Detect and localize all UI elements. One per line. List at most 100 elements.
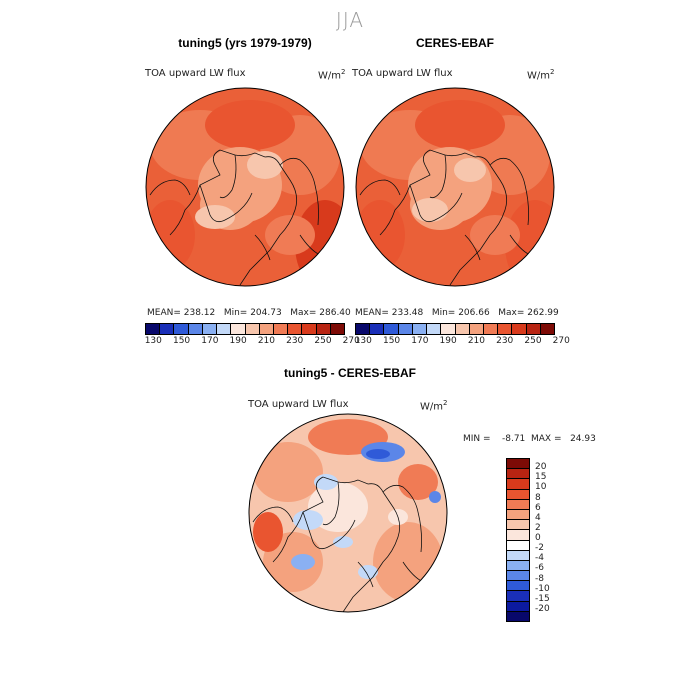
top-maps [145,87,555,287]
colorbar-tick-label: 0 [535,533,541,543]
colorbar-tick-label: 6 [535,502,541,513]
season-title: JJA [335,8,365,32]
colorbar-cell [507,591,529,602]
left-units-label: W/m2 [318,68,346,82]
colorbar-tick-label: 170 [411,336,429,346]
diff-map-field [249,414,447,612]
left-colorbar-ticks: 130 150 170 190 210 230 250 270 [125,336,365,346]
colorbar-cell [174,324,189,334]
colorbar-cell [202,324,218,334]
colorbar-tick-label: -6 [535,563,544,574]
colorbar-cell [512,324,527,334]
colorbar-cell [398,324,413,334]
colorbar-cell [469,324,484,334]
colorbar-cell [507,499,529,510]
colorbar-cell [507,509,529,521]
colorbar-tick-label: 250 [314,336,332,346]
diff-map [248,413,448,613]
colorbar-tick-label: 2 [535,522,541,533]
colorbar-cell [330,324,345,334]
colorbar-tick-label: -2 [535,543,544,554]
colorbar-tick-label: 150 [382,336,401,346]
diff-variable-label: TOA upward LW flux [248,399,349,410]
right-map-coastlines [359,149,546,286]
colorbar-cell [146,324,161,334]
colorbar-tick-label: 150 [172,336,191,346]
colorbar-tick-label: 8 [535,492,541,503]
diff-units-label: W/m2 [420,399,448,413]
colorbar-tick-label: 190 [439,336,457,346]
colorbar-cell [507,459,529,470]
colorbar-tick-label: 230 [286,336,304,346]
colorbar-cell [507,469,529,480]
colorbar-tick-label: 130 [144,336,162,346]
colorbar-cell [316,324,331,334]
colorbar-tick-label: 15 [535,472,547,483]
colorbar-tick-label: 270 [552,336,570,346]
colorbar-tick-label: 230 [496,336,514,346]
colorbar-cell [507,560,529,572]
colorbar-tick-label: 270 [342,336,360,346]
right-colorbar [355,323,555,335]
right-panel-title: CERES-EBAF [415,36,494,50]
colorbar-cell [483,324,499,334]
colorbar-cell [507,581,529,592]
colorbar-cell [507,530,529,541]
left-stats: MEAN= 238.12 Min= 204.73 Max= 286.40 [147,308,351,318]
colorbar-tick-label: 250 [524,336,542,346]
diff-colorbar-ticks: 20 15 10 8 6 4 2 0 -2 -4 -6 -8 -10 -15 -20 [535,458,565,620]
colorbar-cell [412,324,428,334]
diff-colorbar [506,458,530,622]
colorbar-cell [507,550,529,561]
colorbar-tick-label: 190 [229,336,247,346]
colorbar-cell [498,324,513,334]
right-variable-label: TOA upward LW flux [352,68,453,79]
colorbar-tick-label: -4 [535,553,544,564]
colorbar-cell [245,324,260,334]
colorbar-tick-label: 4 [535,512,541,523]
colorbar-cell [507,520,529,531]
colorbar-cell [302,324,317,334]
colorbar-tick-label: 10 [535,482,547,493]
colorbar-cell [507,489,529,500]
colorbar-cell [526,324,541,334]
colorbar-cell [507,571,529,582]
colorbar-cell [427,324,442,334]
colorbar-tick-label: -8 [535,573,544,584]
colorbar-cell [217,324,232,334]
colorbar-cell [356,324,371,334]
colorbar-cell [507,611,529,621]
colorbar-tick-label: -20 [535,603,550,614]
left-variable-label: TOA upward LW flux [145,68,246,79]
right-map-field [356,88,554,286]
colorbar-cell [540,324,555,334]
colorbar-tick-label: -10 [535,583,550,594]
colorbar-tick-label: 130 [354,336,372,346]
colorbar-tick-label: 210 [257,336,275,346]
colorbar-tick-label: 210 [467,336,485,346]
right-units-label: W/m2 [527,68,555,82]
left-map-field [146,88,344,286]
colorbar-cell [273,324,289,334]
colorbar-tick-label: 20 [535,462,547,473]
colorbar-cell [288,324,303,334]
colorbar-cell [507,540,529,551]
colorbar-cell [384,324,399,334]
left-colorbar [145,323,345,335]
colorbar-tick-label: -15 [535,593,550,604]
colorbar-cell [231,324,246,334]
colorbar-cell [188,324,203,334]
diff-stats: MIN = -8.71 MAX = 24.93 [463,434,596,444]
colorbar-cell [507,479,529,490]
colorbar-cell [441,324,456,334]
left-panel-title: tuning5 (yrs 1979-1979) [178,36,312,50]
colorbar-cell [507,601,529,612]
colorbar-cell [259,324,274,334]
colorbar-cell [370,324,385,334]
right-colorbar-ticks: 130 150 170 190 210 230 250 270 [335,336,575,346]
diff-panel-title: tuning5 - CERES-EBAF [284,366,416,380]
colorbar-tick-label: 170 [201,336,219,346]
colorbar-cell [160,324,175,334]
colorbar-cell [455,324,470,334]
right-stats: MEAN= 233.48 Min= 206.66 Max= 262.99 [355,308,559,318]
